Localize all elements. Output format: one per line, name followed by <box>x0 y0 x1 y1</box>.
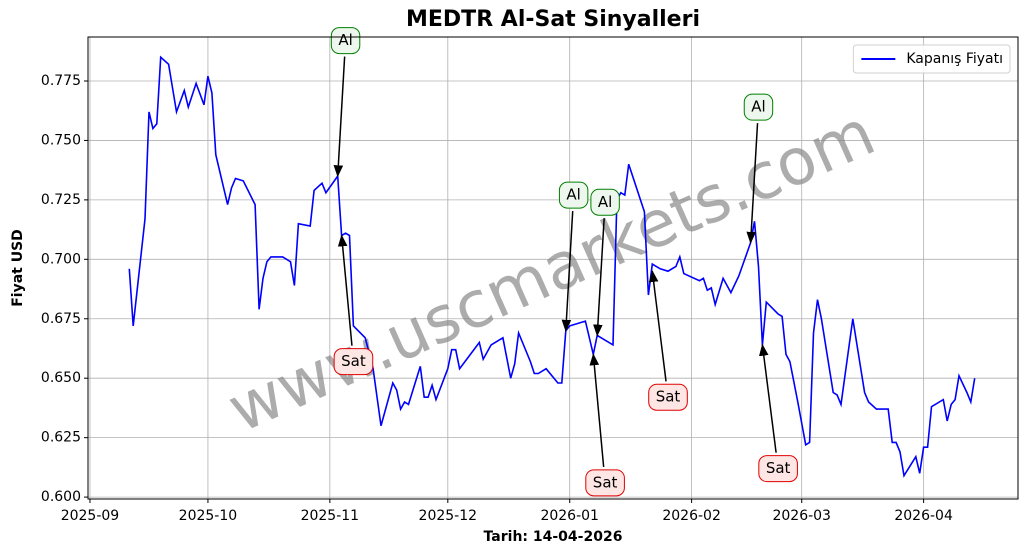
annotation: Al <box>558 181 589 332</box>
x-tick-label: 2025-12 <box>419 508 478 524</box>
annotation-text: Sat <box>766 459 791 477</box>
annotation: Sat <box>333 234 374 376</box>
y-tick-label: 0.725 <box>41 192 81 208</box>
y-tick-label: 0.675 <box>41 311 81 327</box>
annotation-text: Sat <box>656 388 681 406</box>
annotation: Al <box>330 27 361 178</box>
annotation-arrow <box>589 353 605 467</box>
annotation-text: Al <box>598 193 612 211</box>
x-tick-label: 2026-02 <box>662 508 721 524</box>
annotation-arrow <box>648 270 667 382</box>
annotation-arrow <box>593 218 605 337</box>
y-tick-label: 0.650 <box>41 370 81 386</box>
chart-title: MEDTR Al-Sat Sinyalleri <box>406 7 700 32</box>
y-tick-label: 0.700 <box>41 251 81 267</box>
legend: Kapanış Fiyatı <box>852 44 1011 74</box>
x-tick-label: 2025-11 <box>301 508 360 524</box>
y-tick-label: 0.750 <box>41 132 81 148</box>
annotation-text: Al <box>338 31 352 49</box>
annotation-box <box>333 348 374 376</box>
plot-frame <box>87 36 1019 500</box>
annotation-box <box>330 27 361 55</box>
annotation-arrow <box>333 56 346 178</box>
annotation: Sat <box>648 270 688 411</box>
annotation-arrow <box>746 123 759 244</box>
annotation: Sat <box>758 343 798 483</box>
x-axis-label: Tarih: 14-04-2026 <box>484 529 623 545</box>
annotation-box <box>585 469 625 497</box>
x-tick-label: 2026-01 <box>540 508 599 524</box>
legend-box <box>852 44 1011 74</box>
price-line <box>128 55 976 478</box>
x-tick-label: 2026-04 <box>894 508 953 524</box>
y-tick-label: 0.625 <box>41 430 81 446</box>
annotation: Al <box>743 93 774 244</box>
annotation-box <box>758 455 798 483</box>
annotation-arrow <box>561 211 574 332</box>
y-tick-label: 0.775 <box>41 73 81 89</box>
annotation: Al <box>590 188 620 337</box>
annotation-text: Al <box>751 98 765 116</box>
y-axis-label: Fiyat USD <box>10 229 26 307</box>
annotation-text: Sat <box>593 473 618 491</box>
annotation-text: Sat <box>341 352 366 370</box>
annotation-text: Al <box>566 186 580 204</box>
x-tick-label: 2025-09 <box>61 508 120 524</box>
annotation: Sat <box>585 353 625 497</box>
x-tick-label: 2025-10 <box>179 508 238 524</box>
annotation-box <box>648 383 688 411</box>
annotation-box <box>558 181 589 209</box>
legend-label: Kapanış Fiyatı <box>906 51 1003 67</box>
annotation-arrow <box>758 343 777 453</box>
annotation-box <box>743 93 774 121</box>
annotation-box <box>590 188 620 216</box>
annotation-arrow <box>337 234 353 346</box>
y-tick-label: 0.600 <box>41 489 81 505</box>
x-tick-label: 2026-03 <box>772 508 831 524</box>
